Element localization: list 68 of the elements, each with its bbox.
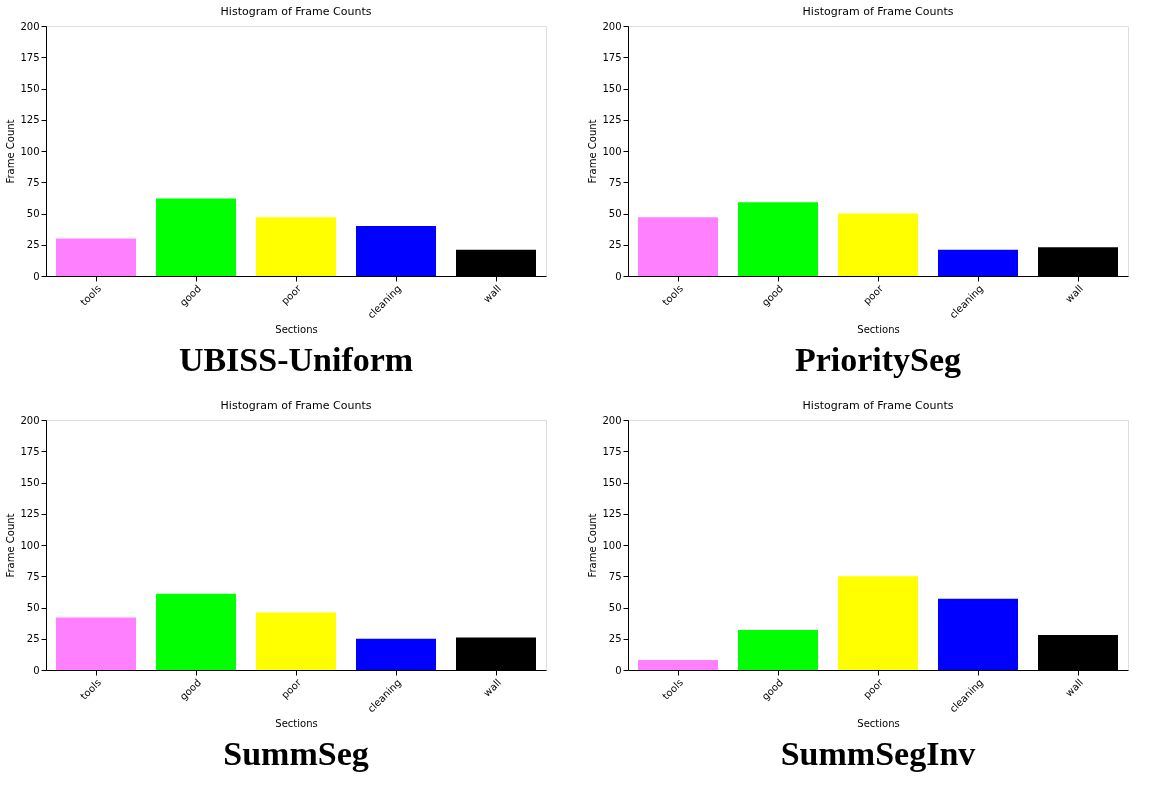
y-tick-label: 150	[20, 477, 40, 488]
text: SummSegInv	[780, 735, 976, 772]
chart-title: Histogram of Frame Counts	[220, 5, 372, 18]
bar	[156, 593, 236, 670]
y-tick-label: 175	[20, 445, 40, 457]
bar	[838, 576, 918, 670]
y-tick-label: 50	[608, 208, 622, 219]
y-axis-title: Frame Count	[587, 513, 599, 578]
y-tick-label: 200	[20, 20, 40, 32]
bar	[356, 638, 436, 670]
bar	[256, 217, 336, 276]
y-tick-label: 200	[602, 20, 622, 32]
y-tick-label: 25	[26, 239, 40, 251]
text: UBISS-Uniform	[178, 341, 414, 378]
chart-title: Histogram of Frame Counts	[802, 399, 954, 412]
y-tick-label: 175	[20, 51, 40, 63]
y-tick-label: 125	[20, 508, 40, 520]
text: PrioritySeg	[794, 341, 962, 378]
y-tick-label: 125	[20, 114, 40, 126]
chart-title: Histogram of Frame Counts	[802, 5, 954, 18]
y-tick-label: 50	[608, 602, 622, 613]
y-tick-label: 150	[602, 477, 622, 488]
y-tick-label: 150	[20, 83, 40, 94]
y-axis-title: Frame Count	[5, 513, 17, 578]
bar	[156, 198, 236, 276]
bar	[738, 630, 818, 670]
bar	[356, 226, 436, 276]
y-tick-label: 100	[20, 145, 40, 157]
bar	[938, 598, 1018, 670]
y-tick-label: 0	[615, 664, 622, 676]
y-tick-label: 50	[26, 208, 40, 219]
text: SummSeg	[223, 735, 369, 772]
y-tick-label: 125	[602, 114, 622, 126]
x-axis-title: Sections	[857, 323, 900, 335]
bar	[638, 217, 718, 276]
y-tick-label: 0	[33, 270, 40, 282]
y-tick-label: 25	[608, 239, 622, 251]
y-tick-label: 75	[26, 570, 40, 582]
y-axis-title: Frame Count	[587, 119, 599, 184]
bar	[938, 249, 1018, 276]
y-tick-label: 75	[608, 570, 622, 582]
x-axis-title: Sections	[857, 717, 900, 729]
y-tick-label: 150	[602, 83, 622, 94]
y-tick-label: 175	[602, 445, 622, 457]
bar	[56, 617, 136, 670]
bar	[738, 202, 818, 276]
y-tick-label: 200	[602, 414, 622, 426]
y-tick-label: 50	[26, 602, 40, 613]
x-axis-title: Sections	[275, 717, 318, 729]
y-tick-label: 75	[26, 176, 40, 188]
y-tick-label: 100	[602, 145, 622, 157]
y-tick-label: 75	[608, 176, 622, 188]
y-tick-label: 175	[602, 51, 622, 63]
bar	[838, 213, 918, 276]
y-tick-label: 0	[615, 270, 622, 282]
y-tick-label: 100	[602, 539, 622, 551]
bar	[56, 238, 136, 276]
y-tick-label: 0	[33, 664, 40, 676]
y-tick-label: 25	[26, 633, 40, 645]
y-tick-label: 100	[20, 539, 40, 551]
chart-title: Histogram of Frame Counts	[220, 399, 372, 412]
y-tick-label: 200	[20, 414, 40, 426]
bar	[256, 612, 336, 670]
y-axis-title: Frame Count	[5, 119, 17, 184]
bar	[638, 660, 718, 670]
x-axis-title: Sections	[275, 323, 318, 335]
y-tick-label: 125	[602, 508, 622, 520]
y-tick-label: 25	[608, 633, 622, 645]
